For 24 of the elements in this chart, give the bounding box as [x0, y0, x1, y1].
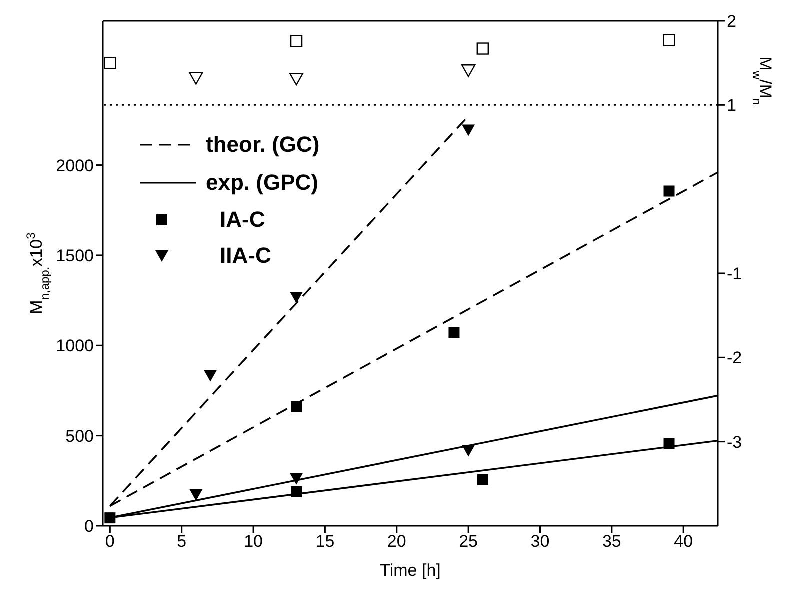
x-tick-label: 15 — [316, 532, 335, 552]
y-tick-label: 2000 — [56, 156, 94, 176]
legend-label: exp. (GPC) — [206, 170, 318, 196]
x-tick-label: 5 — [177, 532, 187, 552]
legend-label: theor. (GC) — [206, 132, 320, 158]
x-axis-title: Time [h] — [380, 561, 441, 580]
x-tick-label: 10 — [244, 532, 263, 552]
x-tick-label: 0 — [105, 532, 115, 552]
y-tick-label: 1000 — [56, 336, 94, 356]
y2-tick-label: -2 — [727, 348, 742, 368]
y-tick-label: 0 — [84, 517, 94, 536]
x-tick-label: 35 — [602, 532, 622, 552]
x-tick-label: 30 — [530, 532, 550, 552]
y2-tick-label: -3 — [727, 432, 742, 452]
y-tick-label: 1500 — [56, 246, 94, 266]
legend-label: IA-C — [220, 207, 266, 233]
legend-label: IIA-C — [220, 243, 272, 269]
y2-tick-label: 1 — [727, 96, 736, 116]
x-tick-label: 40 — [674, 532, 694, 552]
y-tick-label: 500 — [66, 426, 94, 446]
y2-tick-label: -1 — [727, 264, 742, 284]
x-tick-label: 20 — [387, 532, 406, 552]
y2-tick-label: 2 — [727, 12, 736, 32]
x-tick-label: 25 — [459, 532, 478, 552]
